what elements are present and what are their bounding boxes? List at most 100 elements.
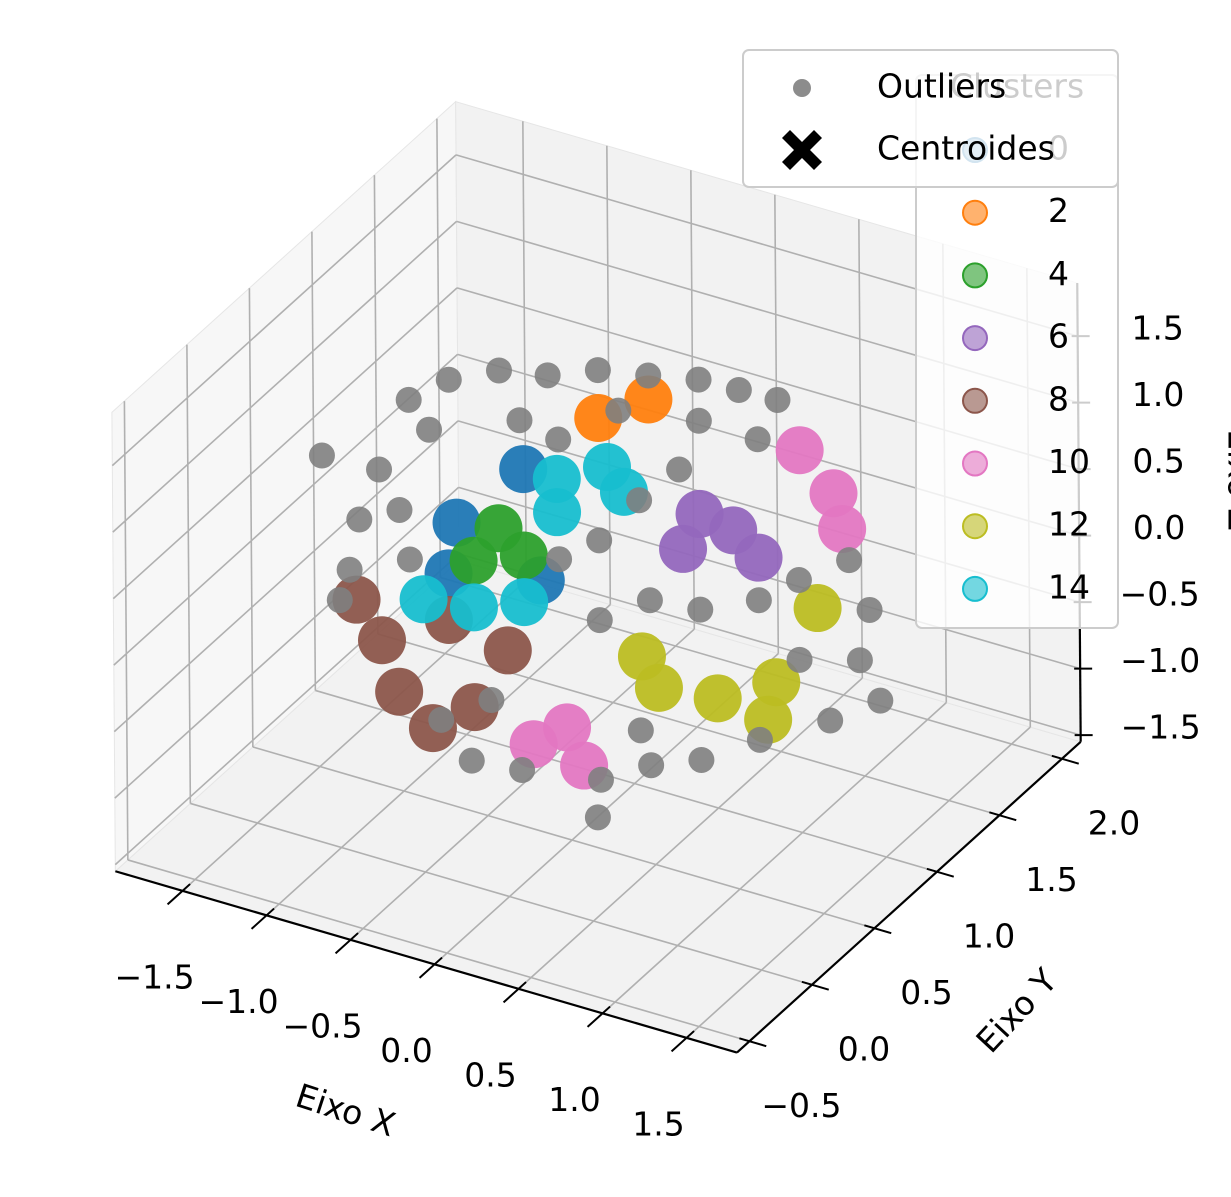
outlier-point [308, 442, 335, 469]
grid-line [774, 194, 780, 654]
outlier-point [605, 397, 632, 424]
outlier-point [584, 357, 611, 384]
outlier-point [386, 496, 413, 523]
grid-line [686, 726, 1031, 1039]
tick-mark [166, 883, 191, 906]
legend-marker [962, 387, 988, 414]
data-point [375, 667, 424, 716]
grid-line [522, 121, 528, 581]
y-tick-label: 2.0 [1088, 803, 1140, 842]
legend-marker [962, 450, 988, 477]
y-tick-label: −0.5 [761, 1086, 841, 1125]
grid-line [266, 604, 611, 916]
data-point [675, 489, 724, 538]
tick-mark [864, 924, 892, 935]
grid-line [186, 344, 192, 804]
outlier-point [506, 407, 533, 434]
outlier-point [786, 646, 813, 673]
outlier-point [688, 746, 715, 773]
outlier-point [458, 747, 485, 774]
grid-line [112, 287, 458, 600]
grid-line [111, 154, 457, 467]
grid-line [602, 702, 947, 1014]
outlier-point [428, 706, 455, 733]
outlier-point [435, 366, 462, 393]
data-point [617, 632, 666, 681]
outlier-point [764, 386, 791, 413]
tick-mark [418, 956, 443, 979]
legend-label: Centroides [877, 129, 1055, 168]
grid-line [123, 401, 129, 860]
x-tick-label: −1.5 [114, 957, 194, 996]
data-point [793, 584, 842, 633]
y-tick-label: 0.5 [900, 973, 952, 1012]
tick-mark [586, 1005, 611, 1028]
outlier-point [366, 456, 393, 483]
legend-marker [962, 325, 988, 352]
tick-mark [926, 867, 955, 878]
outlier-point [635, 362, 662, 389]
outlier-point [685, 407, 712, 434]
data-point [432, 498, 481, 547]
outlier-point [478, 687, 505, 714]
tick-mark [1051, 754, 1080, 765]
axis-line [115, 870, 738, 1054]
data-point [449, 536, 498, 585]
tick-mark [670, 1030, 695, 1053]
x-tick-label: −1.0 [198, 982, 278, 1021]
axis-line [736, 740, 1082, 1054]
z-tick-label: −0.5 [1120, 575, 1200, 614]
outlier-point [396, 546, 423, 573]
y-tick-label: 1.5 [1025, 860, 1077, 899]
legend-marker [793, 79, 811, 97]
tick-mark [250, 907, 275, 930]
legend-marker [962, 262, 988, 289]
legend-label: 8 [1048, 379, 1069, 418]
data-point [734, 533, 783, 582]
z-tick-label: −1.5 [1121, 708, 1201, 747]
grid-line [373, 175, 379, 634]
outlier-point [336, 556, 363, 583]
outlier-point [867, 687, 894, 714]
grid-line [190, 802, 813, 986]
legend-label: 14 [1048, 567, 1090, 606]
outlier-point [416, 416, 443, 443]
grid-line [252, 746, 875, 930]
outlier-point [846, 647, 873, 674]
grid-line [436, 118, 442, 578]
outlier-point [586, 527, 613, 554]
outlier-point [627, 717, 654, 744]
outlier-point [584, 804, 611, 831]
outlier-point [587, 766, 614, 793]
outlier-point [725, 377, 752, 403]
legend-label: 10 [1048, 442, 1090, 481]
data-point [532, 454, 581, 503]
outlier-point [326, 587, 353, 614]
tick-mark [502, 981, 527, 1004]
legend-label: 6 [1048, 317, 1069, 356]
outlier-point [545, 426, 572, 453]
outlier-point [638, 752, 665, 779]
grid-line [377, 633, 1000, 817]
outlier-point [817, 707, 844, 734]
data-point [500, 578, 549, 627]
legend-marker [962, 575, 988, 602]
legend-marker [962, 513, 988, 540]
x-tick-label: 0.0 [380, 1031, 432, 1070]
x-tick-label: 1.0 [548, 1080, 600, 1119]
outlier-point [534, 362, 561, 389]
x-tick-label: 1.5 [632, 1104, 684, 1143]
tick-mark [801, 980, 830, 991]
outlier-point [485, 357, 512, 384]
x-tick-label: −0.5 [282, 1006, 362, 1045]
grid-line [518, 677, 863, 990]
outlier-point [687, 596, 714, 623]
outlier-point [785, 567, 812, 594]
data-point [752, 658, 801, 707]
tick-mark [334, 932, 359, 955]
legend-label: 12 [1048, 505, 1090, 544]
z-tick-label: −1.0 [1120, 641, 1200, 680]
grid-line [248, 288, 254, 747]
data-point [818, 504, 867, 553]
data-point [624, 375, 673, 424]
